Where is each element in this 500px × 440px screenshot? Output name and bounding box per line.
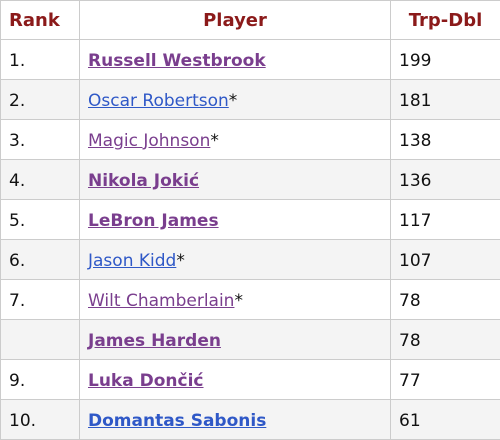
player-cell: Oscar Robertson* [79, 79, 391, 120]
player-link[interactable]: Luka Dončić [88, 370, 204, 391]
table-header: Rank Player Trp-Dbl [0, 0, 500, 40]
table-row: 3. Magic Johnson* 138 [0, 119, 500, 160]
header-row: Rank Player Trp-Dbl [0, 0, 500, 40]
player-link[interactable]: Russell Westbrook [88, 50, 266, 71]
trp-dbl-cell: 138 [390, 119, 500, 160]
player-cell: Magic Johnson* [79, 119, 391, 160]
rank-cell [0, 319, 80, 360]
trp-dbl-cell: 61 [390, 399, 500, 440]
player-link[interactable]: Oscar Robertson [88, 90, 229, 111]
table-row: James Harden 78 [0, 319, 500, 360]
rank-cell: 10. [0, 399, 80, 440]
hall-of-fame-marker: * [234, 290, 243, 311]
player-link[interactable]: Jason Kidd [88, 250, 177, 271]
trp-dbl-cell: 199 [390, 39, 500, 80]
table-row: 1. Russell Westbrook 199 [0, 39, 500, 80]
player-link[interactable]: LeBron James [88, 210, 219, 231]
rank-cell: 9. [0, 359, 80, 400]
player-link[interactable]: Domantas Sabonis [88, 410, 267, 431]
hall-of-fame-marker: * [228, 90, 238, 111]
player-cell: Russell Westbrook [79, 39, 391, 80]
table-row: 6. Jason Kidd* 107 [0, 239, 500, 280]
player-cell: James Harden [79, 319, 391, 360]
trp-dbl-cell: 77 [390, 359, 500, 400]
trp-dbl-column-header[interactable]: Trp-Dbl [390, 0, 500, 40]
table-body: 1. Russell Westbrook 199 2. Oscar Robertson*… [0, 39, 500, 440]
player-cell: Luka Dončić [79, 359, 391, 400]
trp-dbl-cell: 78 [390, 319, 500, 360]
table-row: 4. Nikola Jokić 136 [0, 159, 500, 200]
rank-cell: 6. [0, 239, 80, 280]
hall-of-fame-marker: * [210, 130, 219, 151]
trp-dbl-cell: 136 [390, 159, 500, 200]
trp-dbl-cell: 117 [390, 199, 500, 240]
player-cell: Domantas Sabonis [79, 399, 391, 440]
player-cell: Wilt Chamberlain* [79, 279, 391, 320]
table-row: 2. Oscar Robertson* 181 [0, 79, 500, 120]
rank-cell: 7. [0, 279, 80, 320]
rank-cell: 4. [0, 159, 80, 200]
rank-column-header[interactable]: Rank [0, 0, 80, 40]
player-link[interactable]: Wilt Chamberlain [88, 290, 235, 311]
table-row: 10. Domantas Sabonis 61 [0, 399, 500, 440]
table-row: 7. Wilt Chamberlain* 78 [0, 279, 500, 320]
player-link[interactable]: Nikola Jokić [88, 170, 200, 191]
trp-dbl-cell: 107 [390, 239, 500, 280]
rank-cell: 5. [0, 199, 80, 240]
player-link[interactable]: James Harden [88, 330, 221, 351]
player-link[interactable]: Magic Johnson [88, 130, 211, 151]
trp-dbl-cell: 181 [390, 79, 500, 120]
player-cell: LeBron James [79, 199, 391, 240]
rank-cell: 2. [0, 79, 80, 120]
player-column-header[interactable]: Player [79, 0, 391, 40]
player-cell: Jason Kidd* [79, 239, 391, 280]
hall-of-fame-marker: * [176, 250, 185, 271]
table-row: 9. Luka Dončić 77 [0, 359, 500, 400]
trp-dbl-cell: 78 [390, 279, 500, 320]
table-row: 5. LeBron James 117 [0, 199, 500, 240]
player-cell: Nikola Jokić [79, 159, 391, 200]
rank-cell: 1. [0, 39, 80, 80]
rank-cell: 3. [0, 119, 80, 160]
